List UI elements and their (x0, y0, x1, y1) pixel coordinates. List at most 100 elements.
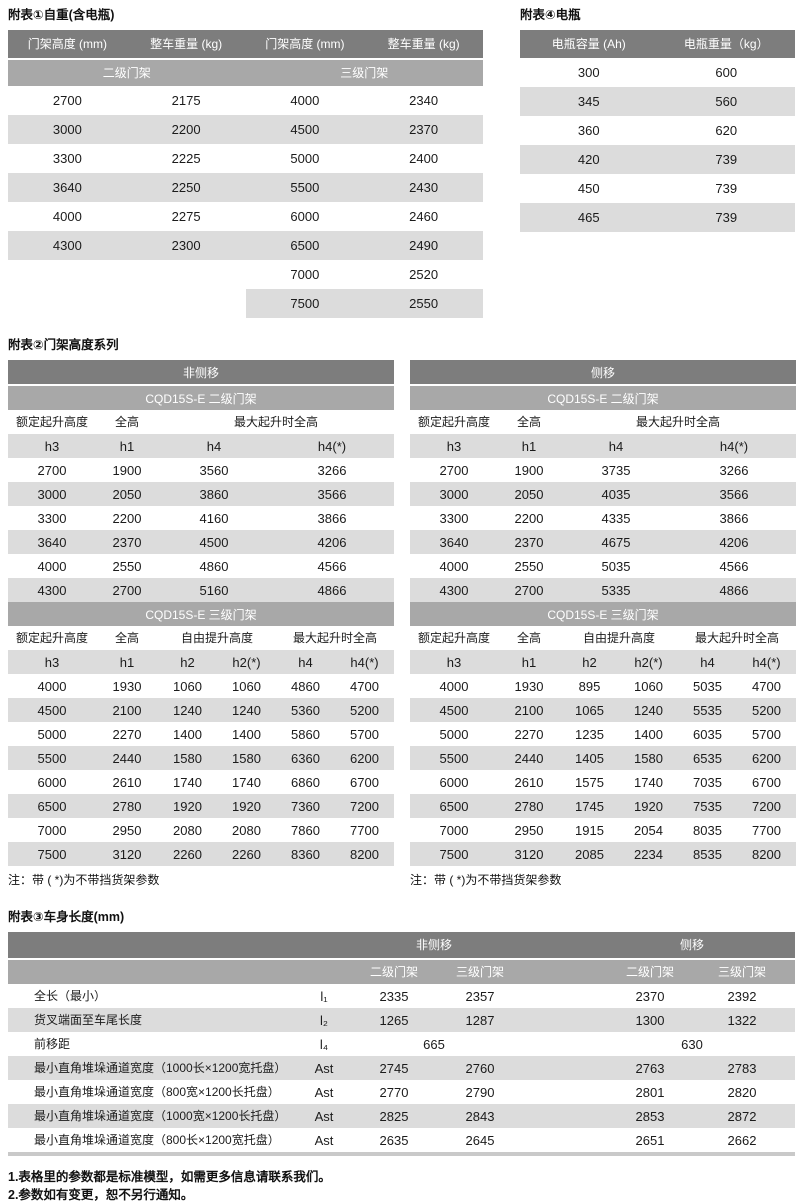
table-row: 4500 2100 1065 1240 5535 5200 (410, 698, 796, 722)
cell-value: 2340 (409, 93, 439, 108)
cell-value: 4000 (439, 558, 469, 574)
cell-value: 4035 (601, 486, 631, 502)
cell-value: 5000 (37, 726, 67, 742)
mast-code: h4(*) (350, 654, 379, 670)
dimension-symbol: Ast (314, 1132, 334, 1148)
mast-tables: 非侧移 CQD15S-E 二级门架 额定起升高度 全高 最大起升时全高 h3 h1 h4 h4(… (8, 360, 796, 888)
cell-value: 1235 (575, 726, 604, 742)
mast-code: h2 (582, 654, 597, 670)
weight-group-header-row: 二级门架 三级门架 (8, 60, 483, 86)
mast-code: h2(*) (232, 654, 261, 670)
mast-code: h4 (700, 654, 715, 670)
mast-code: h1 (119, 654, 135, 670)
cell-value: 1300 (635, 1012, 665, 1028)
cell-value: 3300 (37, 510, 67, 526)
column-header: 电瓶容量 (Ah) (551, 37, 626, 51)
table-row: 7000 2950 1915 2054 8035 7700 (410, 818, 796, 842)
mast-codes-row: h3 h1 h4 h4(*) (8, 434, 394, 458)
table-row: 3300 2225 5000 2400 (8, 144, 483, 173)
cell-value: 4206 (317, 534, 347, 550)
table-row: 3000 2050 4035 3566 (410, 482, 796, 506)
mast-col-label: 最大起升时全高 (233, 415, 318, 429)
cell-value: 6700 (752, 774, 781, 790)
mast-labels-row: 额定起升高度 全高 自由提升高度 最大起升时全高 (410, 626, 796, 650)
mast-col-label: 最大起升时全高 (292, 631, 377, 645)
cell-value: 3566 (317, 486, 347, 502)
table-row: 7000 2950 2080 2080 7860 7700 (8, 818, 394, 842)
table-row: 7500 2550 (8, 289, 483, 318)
cell-value: 1745 (575, 798, 604, 814)
cell-value: 5700 (350, 726, 379, 742)
cell-value: 1322 (727, 1012, 757, 1028)
cell-value: 3266 (719, 462, 749, 478)
table-bottom-bar (8, 1152, 795, 1156)
cell-value: 6200 (350, 750, 379, 766)
column-header: 电瓶重量（kg） (683, 37, 769, 51)
cell-value: 4500 (439, 702, 469, 718)
group-header: 二级门架 (102, 66, 151, 80)
cell-value: 5200 (752, 702, 781, 718)
cell-value: 2085 (575, 846, 604, 862)
cell-value: 2100 (112, 702, 142, 718)
cell-value: 7500 (37, 846, 67, 862)
cell-value: 4000 (52, 209, 82, 224)
cell-value: 7000 (439, 822, 469, 838)
cell-value: 4000 (37, 558, 67, 574)
cell-value: 5500 (37, 750, 67, 766)
table-row: 300 600 (520, 58, 795, 87)
cell-value: 2801 (635, 1084, 665, 1100)
cell-value: 7000 (290, 267, 320, 282)
mast-codes-row: h3 h1 h2 h2(*) h4 h4(*) (410, 650, 796, 674)
row-label: 最小直角堆垛通道宽度（1000宽×1200长托盘） (34, 1109, 287, 1123)
cell-value: 1580 (173, 750, 202, 766)
cell-value: 5160 (199, 582, 229, 598)
table-row: 4300 2700 5160 4866 (8, 578, 394, 602)
cell-value: 2370 (409, 122, 439, 137)
cell-value: 1575 (575, 774, 604, 790)
cell-value: 5500 (439, 750, 469, 766)
mast-code: h3 (44, 438, 60, 454)
cell-value: 300 (577, 65, 600, 80)
cell-value: 2400 (409, 151, 439, 166)
mast-col-label: 最大起升时全高 (694, 631, 779, 645)
mast-col-label: 自由提升高度 (582, 631, 655, 645)
cell-value: 1920 (232, 798, 261, 814)
cell-value: 2200 (112, 510, 142, 526)
cell-value: 7700 (752, 822, 781, 838)
cell-value: 3640 (37, 534, 67, 550)
cell-value: 1265 (379, 1012, 409, 1028)
cell-value: 3640 (52, 180, 82, 195)
table-row: 5500 2440 1405 1580 6535 6200 (410, 746, 796, 770)
cell-value: 8200 (752, 846, 781, 862)
mast-code: h4(*) (719, 438, 749, 454)
body-length-table: 非侧移 侧移 二级门架 三级门架 二级门架 三级门架 全长（最小） l₁ 2335 2357 237… (8, 932, 795, 1156)
cell-value: 3860 (199, 486, 229, 502)
shift-band-label: 侧移 (590, 365, 615, 380)
cell-value: 2745 (379, 1060, 409, 1076)
cell-value: 739 (715, 152, 738, 167)
cell-value: 8035 (693, 822, 722, 838)
mast-col-label: 额定起升高度 (15, 631, 88, 645)
cell-value: 5035 (693, 678, 722, 694)
cell-value: 2392 (727, 988, 757, 1004)
mast-col-label: 额定起升高度 (417, 631, 490, 645)
cell-value: 1900 (514, 462, 544, 478)
column-header: 门架高度 (mm) (27, 37, 108, 51)
cell-value: 7200 (350, 798, 379, 814)
cell-value: 2250 (171, 180, 201, 195)
cell-value: 2260 (173, 846, 202, 862)
mast-note: 注：带 ( *)为不带挡货架参数 (8, 873, 160, 887)
cell-value: 4335 (601, 510, 631, 526)
cell-value: 3566 (719, 486, 749, 502)
cell-value: 1065 (575, 702, 604, 718)
battery-table: 电瓶容量 (Ah) 电瓶重量（kg） 300 600 345 560 360 620 420 73… (520, 30, 795, 232)
cell-value: 2260 (232, 846, 261, 862)
row-label: 前移距 (34, 1037, 71, 1051)
cell-value: 4160 (199, 510, 229, 526)
footnotes: 1.表格里的参数都是标准模型，如需更多信息请联系我们。 2.参数如有变更，恕不另… (8, 1168, 795, 1204)
table-row: 3300 2200 4160 3866 (8, 506, 394, 530)
cell-value: 5335 (601, 582, 631, 598)
table-row: 4300 2300 6500 2490 (8, 231, 483, 260)
mast-col-label: 全高 (516, 631, 541, 645)
table-row: 420 739 (520, 145, 795, 174)
